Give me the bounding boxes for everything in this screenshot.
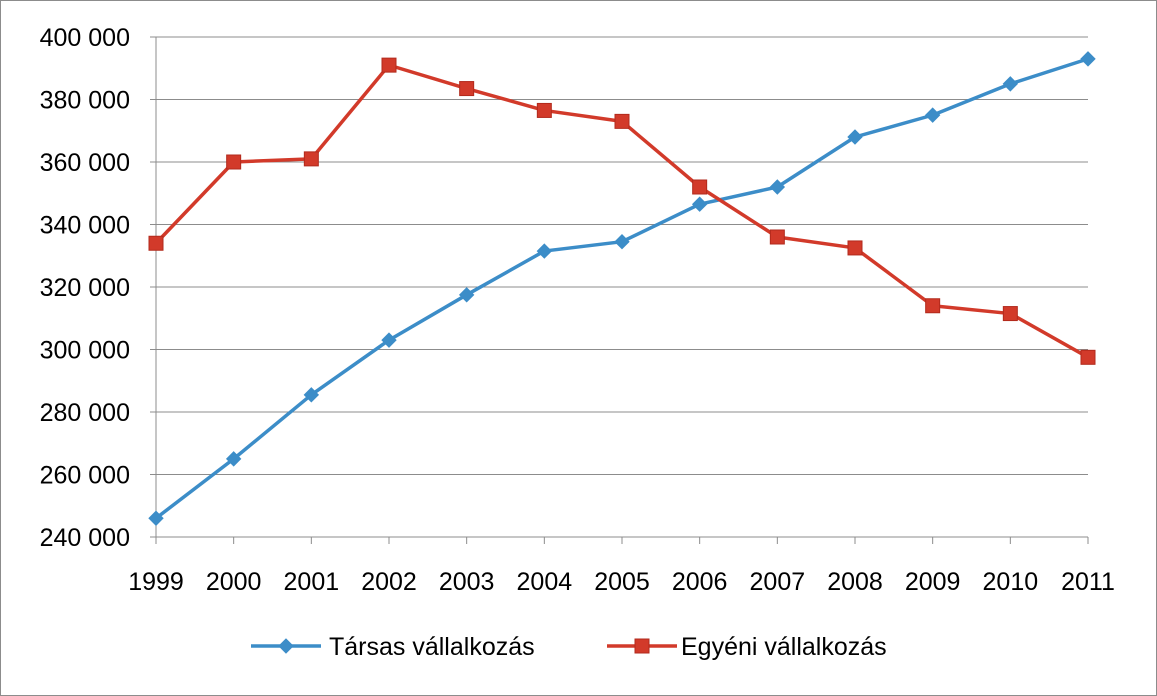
diamond-data-point — [303, 387, 320, 403]
square-data-point — [847, 240, 863, 256]
diamond-data-point — [225, 451, 242, 467]
y-tick-labels: 240 000 260 000 280 000 300 000 320 000 340 0… — [40, 24, 130, 552]
square-data-point — [925, 298, 941, 314]
diamond-data-point — [1002, 76, 1019, 92]
square-data-point — [226, 154, 242, 170]
series-1 — [148, 51, 1096, 526]
square-data-point — [1002, 306, 1018, 322]
legend-item: Társas vállalkozás — [251, 633, 535, 661]
diamond-data-point — [614, 233, 630, 250]
y-tick-label: 360 000 — [40, 149, 130, 177]
y-tick-label: 340 000 — [40, 212, 130, 240]
legend: Társas vállalkozás Egyéni vállalkozás — [251, 633, 887, 661]
x-tick-label: 2007 — [750, 568, 806, 596]
x-tick-label: 2005 — [594, 568, 650, 596]
diamond-data-point — [924, 107, 941, 123]
diamond-data-point — [458, 287, 475, 303]
square-data-point — [536, 102, 552, 118]
x-tick-label: 2001 — [284, 568, 340, 596]
square-data-point — [614, 113, 630, 129]
y-tick-label: 240 000 — [40, 524, 130, 552]
y-tick-label: 400 000 — [40, 24, 130, 52]
legend-square-marker — [634, 638, 650, 654]
diamond-data-point — [536, 243, 553, 259]
diamond-data-point — [691, 196, 708, 212]
y-tick-label: 380 000 — [40, 87, 130, 115]
x-tick-label: 2009 — [905, 568, 961, 596]
x-tick-label: 2011 — [1061, 568, 1115, 596]
x-tick-label: 2004 — [517, 568, 573, 596]
y-tick-label: 260 000 — [40, 462, 130, 490]
diamond-data-point — [847, 129, 863, 145]
square-data-point — [303, 151, 319, 167]
x-tick-label: 2006 — [672, 568, 728, 596]
square-data-point — [381, 57, 397, 73]
diamond-data-point — [381, 332, 397, 348]
legend-item: Egyéni vállalkozás — [607, 633, 887, 661]
square-data-point — [692, 179, 708, 195]
square-data-point — [769, 229, 785, 245]
y-tick-label: 300 000 — [40, 337, 130, 365]
x-tick-label: 2008 — [827, 568, 883, 596]
square-data-point — [459, 81, 475, 97]
axes — [150, 36, 1089, 544]
diamond-data-point — [148, 510, 164, 526]
legend-label: Egyéni vállalkozás — [681, 633, 887, 661]
legend-label: Társas vállalkozás — [329, 633, 535, 661]
legend-diamond-marker — [278, 638, 294, 654]
x-tick-label: 2002 — [361, 568, 417, 596]
square-data-point — [1080, 349, 1096, 365]
x-tick-labels: 1999 2000 2001 2002 2003 2004 2005 2006 2007 2008… — [128, 568, 1115, 596]
square-data-point — [148, 235, 164, 251]
series — [148, 51, 1096, 526]
diamond-data-point — [1080, 51, 1096, 67]
diamond-data-point — [769, 179, 786, 195]
x-tick-label: 2010 — [983, 568, 1039, 596]
x-tick-label: 2003 — [439, 568, 495, 596]
y-tick-label: 320 000 — [40, 274, 130, 302]
series-2 — [148, 57, 1096, 365]
y-tick-label: 280 000 — [40, 399, 130, 427]
x-tick-label: 1999 — [128, 568, 184, 596]
x-tick-label: 2000 — [206, 568, 262, 596]
